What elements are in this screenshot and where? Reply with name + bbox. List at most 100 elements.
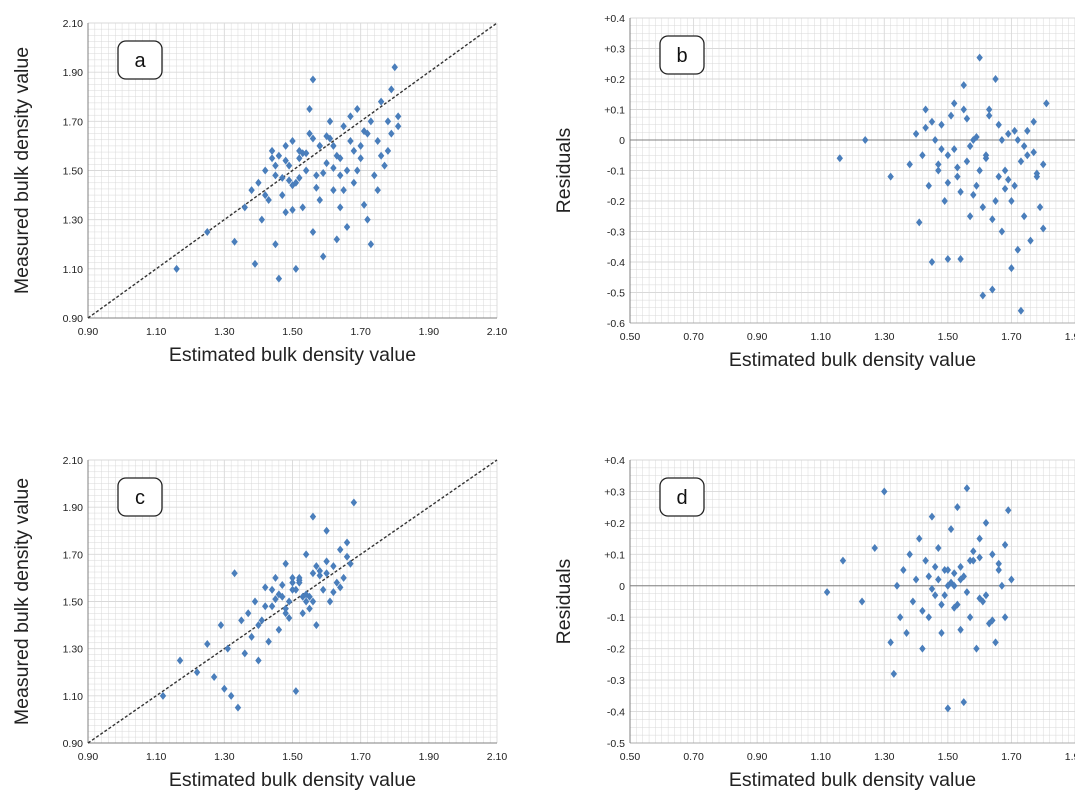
x-axis-title: Estimated bulk density value [169, 344, 416, 366]
data-point [241, 203, 248, 212]
data-point [282, 208, 289, 217]
x-tick-label: 1.90 [1065, 331, 1075, 343]
y-tick-label: 1.50 [63, 597, 84, 609]
x-tick-label: 1.50 [282, 326, 303, 338]
data-point [302, 149, 310, 158]
data-point [900, 566, 907, 575]
data-point [391, 63, 398, 72]
x-tick-label: 1.70 [1001, 751, 1022, 763]
data-point [912, 129, 920, 138]
data-point [928, 584, 936, 593]
data-point [268, 585, 276, 594]
y-tick-label: -0.4 [607, 257, 625, 269]
data-point [1040, 224, 1047, 233]
data-point [316, 566, 323, 575]
panel-label: a [134, 50, 146, 72]
data-point [928, 117, 936, 126]
data-point [1030, 117, 1037, 126]
data-point [275, 151, 283, 160]
data-point [354, 166, 361, 175]
y-axis-title: Residuals [553, 127, 575, 213]
data-point [367, 117, 375, 126]
data-point [251, 597, 259, 606]
data-point [985, 105, 993, 114]
x-tick-label: 0.70 [683, 331, 704, 343]
data-point [306, 129, 313, 138]
data-point [951, 603, 958, 612]
y-tick-label: 0.90 [63, 313, 84, 325]
data-point [255, 656, 262, 665]
y-tick-label: 1.10 [63, 691, 84, 703]
data-point [360, 200, 368, 209]
data-point [1017, 306, 1025, 315]
y-tick-label: 1.30 [63, 644, 84, 656]
panel-label: b [676, 45, 687, 67]
data-point [922, 105, 929, 114]
data-point [1008, 575, 1015, 584]
data-point [347, 559, 354, 568]
data-point [966, 556, 974, 565]
data-point [255, 178, 262, 187]
data-point [337, 203, 344, 212]
data-point [340, 186, 347, 195]
y-tick-label: -0.5 [607, 738, 625, 750]
data-point [982, 518, 990, 527]
y-axis-title: Measured bulk density value [11, 47, 33, 294]
data-point [265, 196, 272, 204]
data-point [374, 137, 381, 145]
data-point [313, 183, 320, 192]
data-point [234, 703, 242, 712]
data-point [979, 291, 987, 300]
data-point [989, 616, 996, 625]
data-point [340, 122, 347, 131]
data-point [231, 569, 238, 578]
data-point [995, 566, 1002, 575]
data-point [925, 572, 932, 581]
data-point [1036, 203, 1044, 212]
gridlines [87, 459, 498, 744]
data-point [241, 649, 248, 658]
y-tick-label: 1.90 [63, 502, 84, 514]
y-tick-label: -0.6 [607, 318, 625, 330]
y-axis-title: Residuals [553, 558, 575, 644]
data-point [976, 553, 983, 562]
data-point [989, 285, 996, 294]
y-tick-label: 0 [619, 135, 625, 147]
data-point [275, 590, 283, 599]
data-point [333, 235, 341, 244]
data-point [970, 190, 977, 199]
data-point [272, 573, 279, 582]
data-point [231, 237, 238, 246]
x-tick-label: 2.10 [487, 751, 508, 763]
data-point [313, 562, 320, 571]
data-point [951, 569, 958, 578]
data-point [963, 588, 971, 597]
data-point [995, 559, 1002, 568]
data-point [890, 669, 898, 678]
data-point [906, 160, 913, 169]
data-point [299, 609, 306, 618]
data-point [1033, 169, 1041, 178]
data-point [388, 129, 395, 138]
panel-label-box [117, 40, 163, 80]
data-point [1020, 212, 1028, 221]
data-point [1011, 181, 1018, 190]
data-point [954, 600, 961, 609]
x-tick-label: 0.90 [747, 751, 768, 763]
y-tick-label: -0.4 [607, 707, 625, 719]
data-point [384, 146, 392, 155]
data-point [268, 602, 276, 611]
data-point [954, 163, 961, 172]
data-point [268, 146, 276, 155]
data-point [957, 254, 964, 263]
data-point [306, 604, 313, 613]
data-point [903, 628, 910, 637]
data-point [916, 218, 923, 227]
data-point [204, 639, 211, 648]
data-point [982, 154, 990, 163]
x-tick-label: 1.70 [350, 326, 371, 338]
panel-a: 0.90 1.10 1.30 1.50 1.70 1.90 2.10 0.90 1.10 1.30… [11, 18, 507, 366]
data-point [951, 99, 958, 108]
data-point [931, 591, 939, 600]
